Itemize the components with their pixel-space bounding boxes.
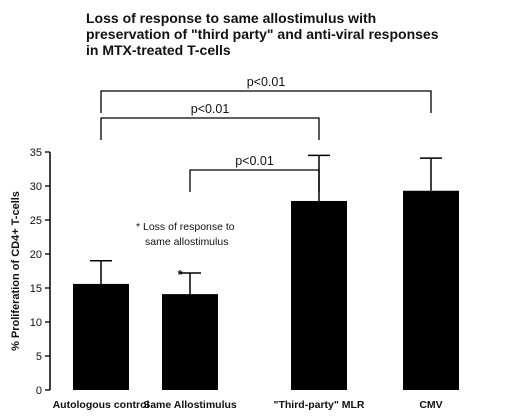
y-tick-label: 35 [30,147,42,159]
category-label: CMV [419,399,442,411]
bar [403,190,459,390]
y-axis-label: % Proliferation of CD4+ T-cells [10,191,22,351]
axes-group: 0 5 10 15 20 25 30 35 % Proliferation of CD4+ T-… [10,147,51,397]
significance-label: p<0.01 [235,154,274,168]
category-label: Same Allostimulus [143,399,237,411]
y-tick-label: 10 [30,317,42,329]
bar [162,294,218,390]
significance-bracket [189,169,320,192]
note-line-1: * Loss of response to [136,221,235,233]
bar [73,283,129,390]
chart-title-line-1: Loss of response to same allostimulus wi… [86,10,377,26]
notes-group: * * Loss of response to same allostimulus [136,221,235,282]
significance-label: p<0.01 [247,75,286,89]
significance-bracket [100,117,320,140]
category-label: "Third-party" MLR [273,399,364,411]
y-tick-label: 30 [30,181,42,193]
significance-marker: * [178,268,183,282]
y-tick-label: 20 [30,249,42,261]
chart-title-line-3: in MTX-treated T-cells [86,42,231,58]
category-label: Autologous control [53,399,150,411]
chart-title: Loss of response to same allostimulus wi… [86,10,506,58]
significance-label: p<0.01 [191,102,230,116]
y-tick-label: 0 [36,385,42,397]
note-line-2: same allostimulus [145,236,228,248]
y-tick-label: 25 [30,215,42,227]
chart-title-line-2: preservation of "third party" and anti-v… [86,26,439,42]
significance-bracket [100,90,432,113]
y-tick-label: 5 [36,351,42,363]
significance-group: p<0.01 p<0.01 p<0.01 [100,75,432,192]
bar [291,200,347,390]
y-tick-label: 15 [30,283,42,295]
